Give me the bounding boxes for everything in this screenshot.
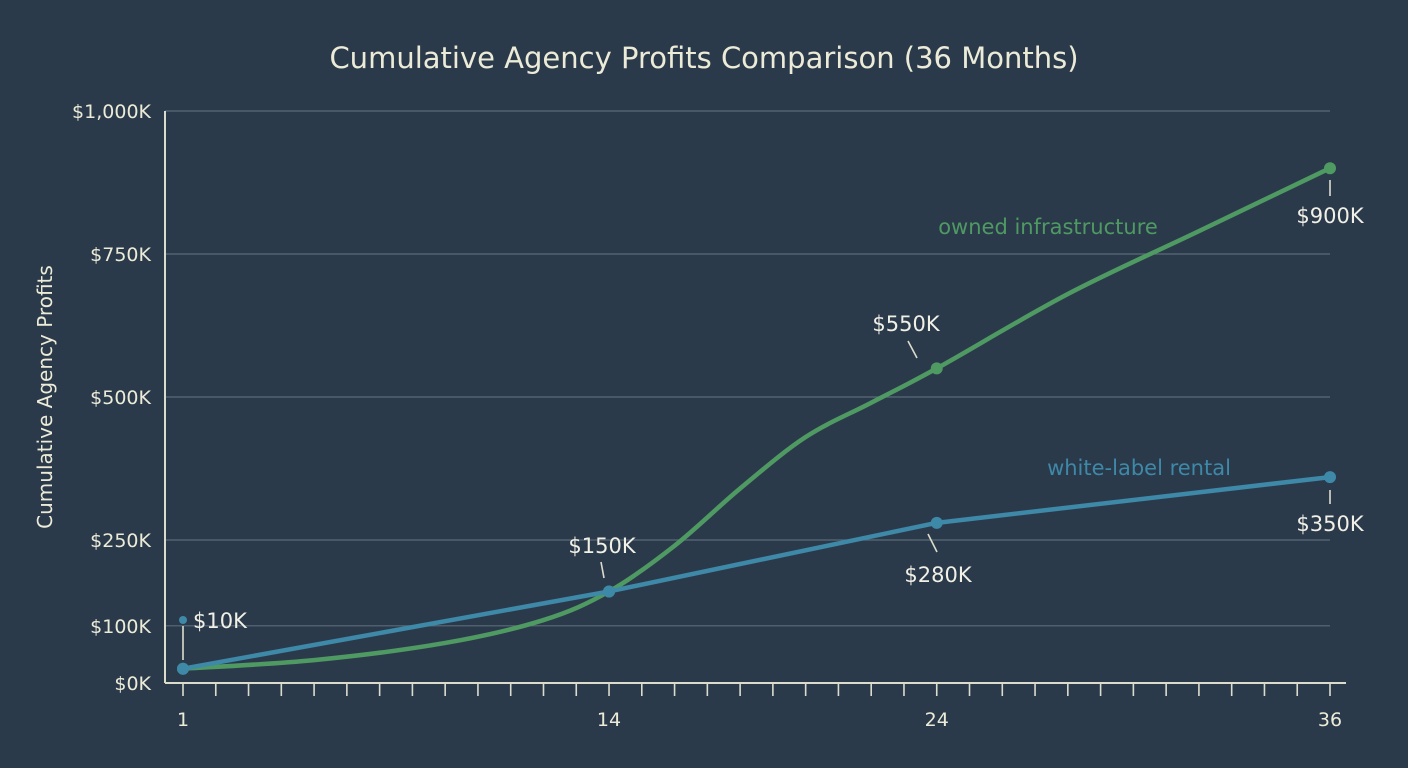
data-point xyxy=(930,516,943,529)
y-tick-label: $1,000K xyxy=(72,101,151,123)
series-line-1 xyxy=(180,474,1333,671)
annotation-leader xyxy=(907,340,918,359)
x-tick-label: 14 xyxy=(597,709,621,731)
series-name-label: white-label rental xyxy=(1047,456,1231,480)
y-tick-label: $750K xyxy=(90,244,151,266)
data-label: $150K xyxy=(568,534,636,558)
y-tick-label: $250K xyxy=(90,530,151,552)
x-tick-label: 1 xyxy=(177,709,189,731)
y-tick-label: $500K xyxy=(90,387,151,409)
x-tick-label: 24 xyxy=(925,709,949,731)
series-line-0 xyxy=(180,165,1333,671)
data-point xyxy=(1324,162,1336,175)
annotation-leader xyxy=(927,533,938,553)
data-label: $10K xyxy=(193,609,248,633)
series-name-label: owned infrastructure xyxy=(938,215,1158,239)
data-label: $280K xyxy=(904,563,972,587)
data-point xyxy=(930,362,943,375)
series-layer xyxy=(177,162,1336,675)
data-label: $550K xyxy=(872,312,940,336)
y-tick-label: $0K xyxy=(114,673,151,695)
annotation-leader xyxy=(600,561,605,579)
data-point xyxy=(177,662,189,675)
data-label: $900K xyxy=(1296,204,1364,228)
grid-layer xyxy=(165,110,1330,627)
chart-title: Cumulative Agency Profits Comparison (36… xyxy=(329,41,1078,75)
x-tick-label: 36 xyxy=(1318,709,1342,731)
annotation-point xyxy=(179,616,187,624)
data-point xyxy=(1324,471,1336,484)
axes-layer: $0K $100K $250K $500K $750K $1,000K 1 14 24 36 xyxy=(72,101,1346,731)
annotation-layer: owned infrastructure white-label rental $1… xyxy=(179,180,1365,660)
y-tick-label: $100K xyxy=(90,616,151,638)
data-point xyxy=(603,585,616,598)
y-axis-label: Cumulative Agency Profits xyxy=(33,265,57,529)
data-label: $350K xyxy=(1296,512,1364,536)
